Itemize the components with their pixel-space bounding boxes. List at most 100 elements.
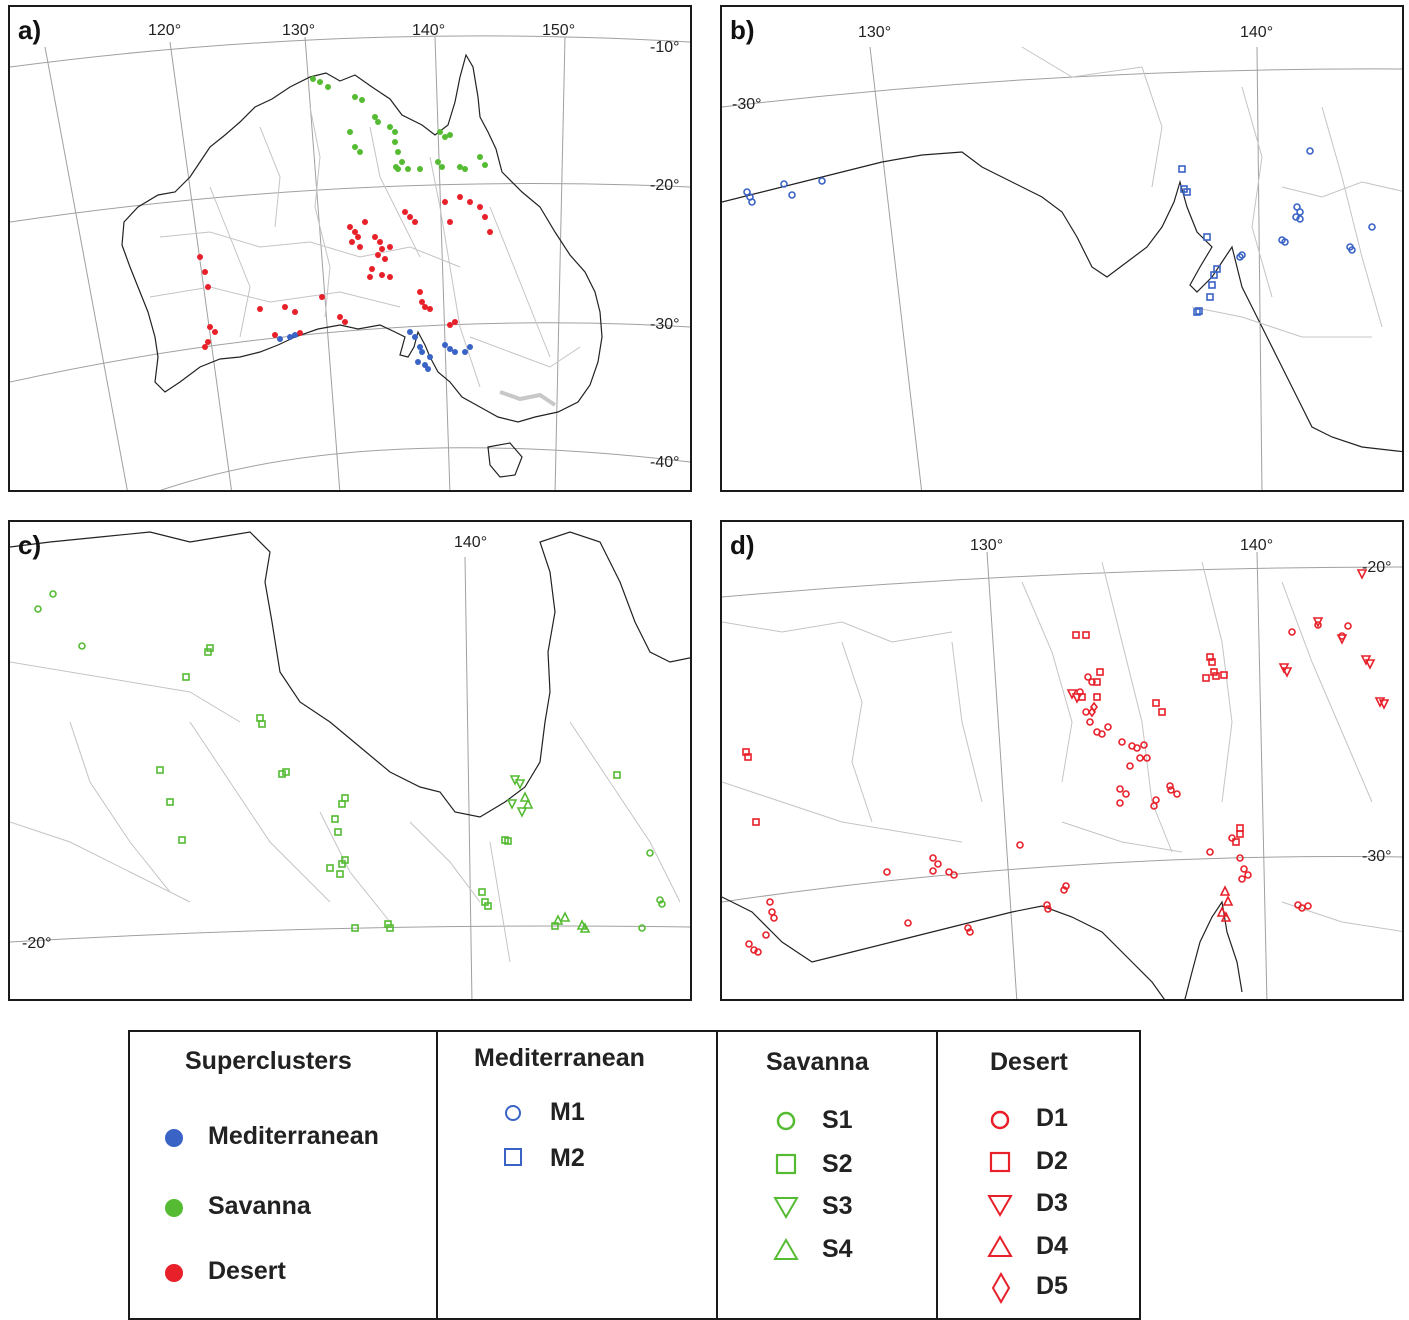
mediterranean-point-7 [415,359,421,365]
lon-tick-d-1: 140° [1240,537,1273,554]
desert-point-8 [379,246,385,252]
lat-tick-d-0: -20° [1362,559,1392,576]
d1-point-43 [750,946,758,954]
s2-point-21 [478,888,486,896]
mediterranean-point-11 [442,342,448,348]
savanna-point-6 [375,119,381,125]
river-network-a [149,106,581,388]
d2-point-4 [752,818,760,826]
s2-point-18 [351,924,359,932]
d1-point-27 [1016,841,1024,849]
mediterranean-point-4 [412,334,418,340]
s2-point-7 [156,766,164,774]
desert-point-20 [447,219,453,225]
mediterranean-point-10 [425,366,431,372]
desert-point-31 [205,339,211,345]
d3-point-10 [1071,693,1083,704]
d1-point-13 [1133,744,1141,752]
s2-point-11 [338,800,346,808]
s2-point-25 [504,837,512,845]
desert-point-16 [402,209,408,215]
m1-circle-icon [505,1105,521,1121]
s2-point-9 [178,836,186,844]
d1-point-36 [1043,901,1051,909]
s2-point-12 [331,815,339,823]
d1-point-17 [1136,754,1144,762]
d3-point-8 [1378,699,1390,710]
lon-tick-c-0: 140° [454,534,487,551]
desert-point-4 [357,244,363,250]
d1-point-1 [1314,621,1322,629]
savanna-point-9 [347,129,353,135]
desert-point-35 [292,309,298,315]
gulf-coast-d [1184,900,1243,999]
d1-point-33 [966,928,974,936]
d1-point-0 [1288,628,1296,636]
d1-point-48 [1240,865,1248,873]
d1-point-45 [1206,848,1214,856]
s3-point-2 [506,799,518,810]
savanna-point-12 [392,139,398,145]
river-network-d [722,561,1402,932]
d1-point-53 [1304,902,1312,910]
lon-tick-b-1: 140° [1240,24,1273,41]
points-c [34,590,666,933]
d1-point-14 [1140,741,1148,749]
desert-point-13 [379,272,385,278]
d2-point-3 [744,753,752,761]
s2-point-0 [206,644,214,652]
legend-mediterranean-dot-icon [165,1129,183,1147]
mediterranean-point-13 [452,349,458,355]
d3-point-3 [1312,617,1324,628]
s3-triangle-down-icon [773,1197,799,1219]
map-panel-a: 120° 130° 140° 150° -10° -20° -30° -40° … [8,5,692,492]
panel-label-a: a) [18,15,42,45]
s4-point-0 [519,791,531,802]
d1-point-26 [1166,782,1174,790]
map-panel-b: 130° 140° -30° b) [720,5,1404,492]
d1-point-15 [1118,738,1126,746]
s2-point-10 [341,794,349,802]
s4-point-1 [522,798,534,809]
d1-point-4 [1084,673,1092,681]
savanna-point-17 [437,129,443,135]
desert-point-43 [447,322,453,328]
d1-point-50 [1238,875,1246,883]
d4-point-2 [1216,906,1228,917]
savanna-point-0 [310,76,316,82]
d1-point-10 [1098,730,1106,738]
s2-point-4 [258,720,266,728]
legend-mediterranean: Mediterranean M1 M2 [436,1030,718,1320]
d1-point-24 [1167,786,1175,794]
savanna-point-18 [442,134,448,140]
lon-tick-a-2: 140° [412,22,445,39]
desert-point-5 [362,219,368,225]
panel-label-b: b) [730,15,755,45]
d1-point-25 [1173,790,1181,798]
legend-desert-label: Desert [208,1257,286,1285]
lat-tick-d-1: -30° [1362,848,1392,865]
m2-point-7 [1206,293,1214,301]
savanna-point-4 [359,97,365,103]
d1-point-11 [1104,723,1112,731]
river-network-c [10,661,681,963]
desert-point-34 [282,304,288,310]
savanna-point-10 [352,144,358,150]
d1-point-44 [754,948,762,956]
s1-point-2 [78,642,86,650]
mediterranean-point-3 [407,329,413,335]
s1-point-5 [658,900,666,908]
legend-m2-label: M2 [550,1144,585,1172]
m2-point-2 [1183,188,1191,196]
d2-point-16 [1093,693,1101,701]
s4-triangle-up-icon [773,1238,799,1260]
d2-point-12 [1093,678,1101,686]
graticule-b [722,46,1402,490]
d1-point-38 [766,898,774,906]
legend-superclusters-title: Superclusters [185,1047,352,1075]
d2-point-9 [1202,674,1210,682]
s2-point-13 [334,828,342,836]
desert-point-22 [467,199,473,205]
desert-point-12 [369,266,375,272]
legend-d4-label: D4 [1036,1232,1068,1260]
